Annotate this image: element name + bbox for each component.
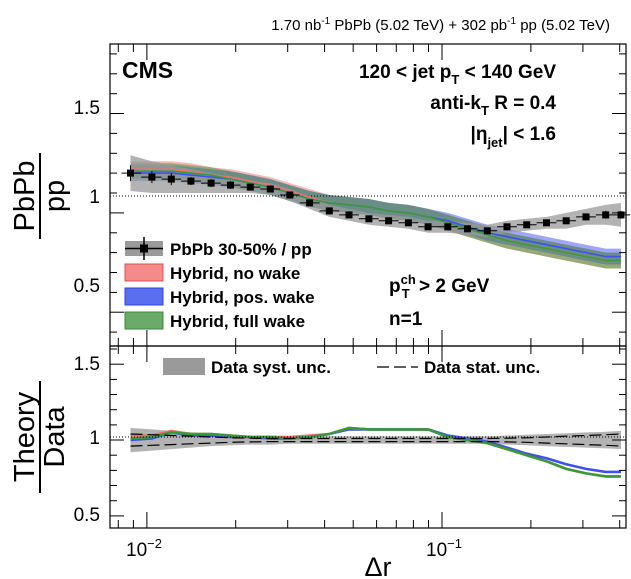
data-point — [385, 217, 393, 225]
data-point — [582, 213, 590, 221]
data-point — [444, 223, 452, 231]
bottom-y-ticks — [110, 348, 626, 517]
top-ylabel-den: pp — [39, 180, 71, 212]
data-point — [464, 225, 471, 233]
bottom-ytick-label-1: 1 — [89, 428, 100, 449]
data-point — [365, 215, 373, 223]
top-data-points — [121, 165, 630, 235]
data-point — [306, 199, 314, 207]
bottom-ytick-label-05: 0.5 — [74, 505, 100, 526]
data-point — [503, 223, 511, 231]
legend-full-wake-swatch — [124, 311, 164, 330]
top-ytick-label-05: 0.5 — [74, 276, 100, 297]
data-point — [345, 211, 353, 219]
top-ytick-label-15: 1.5 — [74, 98, 100, 119]
top-y-axis-label: PbPb pp — [9, 153, 71, 239]
legend-pos-wake-swatch — [124, 287, 164, 306]
top-ylabel-num: PbPb — [9, 161, 41, 232]
legend-data-marker — [140, 244, 148, 253]
data-point — [148, 173, 156, 181]
bottom-line-full-wake — [130, 426, 621, 478]
data-point — [246, 183, 254, 191]
legend-label-pos-wake: Hybrid, pos. wake — [170, 288, 315, 307]
data-point — [227, 181, 234, 189]
top-data-syst-band — [130, 155, 621, 237]
bottom-legend: Data syst. unc. Data stat. unc. — [163, 358, 540, 377]
data-point — [602, 211, 610, 219]
bottom-panel: 0.5 1 1.5 Theory Data Data syst. unc. Da… — [9, 345, 627, 579]
data-point — [562, 217, 570, 225]
bottom-model-lines — [130, 426, 621, 478]
data-point — [523, 221, 531, 229]
bottom-ytick-label-15: 1.5 — [74, 354, 100, 375]
data-point — [325, 207, 333, 215]
bottom-data-syst-band — [130, 427, 621, 453]
bottom-frame — [109, 345, 627, 529]
legend-label-no-wake: Hybrid, no wake — [170, 264, 300, 283]
bottom-syst-band — [130, 427, 621, 453]
top-legend: PbPb 30-50% / pp Hybrid, no wake Hybrid,… — [124, 237, 315, 331]
legend-no-wake-swatch — [124, 263, 164, 282]
top-model-lines — [130, 168, 621, 262]
n-label: n=1 — [389, 309, 423, 330]
xtick-label-1e-2: 10−2 — [126, 536, 162, 561]
pt-cut: pch T > 2 GeV — [389, 272, 490, 301]
bottom-stat-lower — [130, 441, 622, 447]
eta-cut: |ηjet| < 1.6 — [471, 124, 556, 150]
data-point — [187, 177, 195, 185]
legend-syst-swatch — [163, 358, 205, 375]
data-point — [424, 223, 432, 231]
top-y-ticks — [110, 53, 626, 333]
data-point — [266, 185, 274, 193]
bottom-ylabel-num: Theory — [9, 391, 41, 482]
data-point — [127, 169, 134, 177]
data-point — [404, 219, 412, 227]
top-panel: 0.5 1 1.5 PbPb pp CMS 120 < jet pT < 140… — [9, 43, 630, 347]
bottom-y-axis-label: Theory Data — [9, 381, 71, 493]
bottom-x-ticks — [117, 346, 621, 528]
top-ytick-label-1: 1 — [89, 187, 100, 208]
x-axis-label: Δr — [364, 552, 391, 579]
data-point — [617, 211, 625, 219]
xtick-label-1e-1: 10−1 — [426, 536, 462, 561]
data-point — [167, 175, 175, 183]
legend-label-stat: Data stat. unc. — [424, 358, 540, 377]
kin-range: 120 < jet pT < 140 GeV — [359, 62, 556, 87]
jet-algo: anti-kT R = 0.4 — [430, 93, 556, 118]
bottom-ylabel-den: Data — [39, 406, 71, 468]
data-point — [286, 191, 294, 199]
legend-label-full-wake: Hybrid, full wake — [170, 312, 305, 331]
data-point — [543, 219, 550, 227]
data-syst-band — [130, 155, 621, 237]
data-point — [483, 227, 491, 235]
data-point — [207, 179, 215, 187]
header-lumi: 1.70 nb-1 PbPb (5.02 TeV) + 302 pb-1 pp … — [271, 16, 610, 34]
cms-label: CMS — [122, 57, 173, 83]
legend-label-data: PbPb 30-50% / pp — [170, 240, 312, 259]
line-full-wake — [130, 170, 621, 262]
top-x-ticks — [117, 44, 621, 346]
bottom-stat-upper — [130, 433, 622, 440]
legend-label-syst: Data syst. unc. — [211, 358, 331, 377]
bottom-data-stat-lines — [130, 433, 622, 447]
